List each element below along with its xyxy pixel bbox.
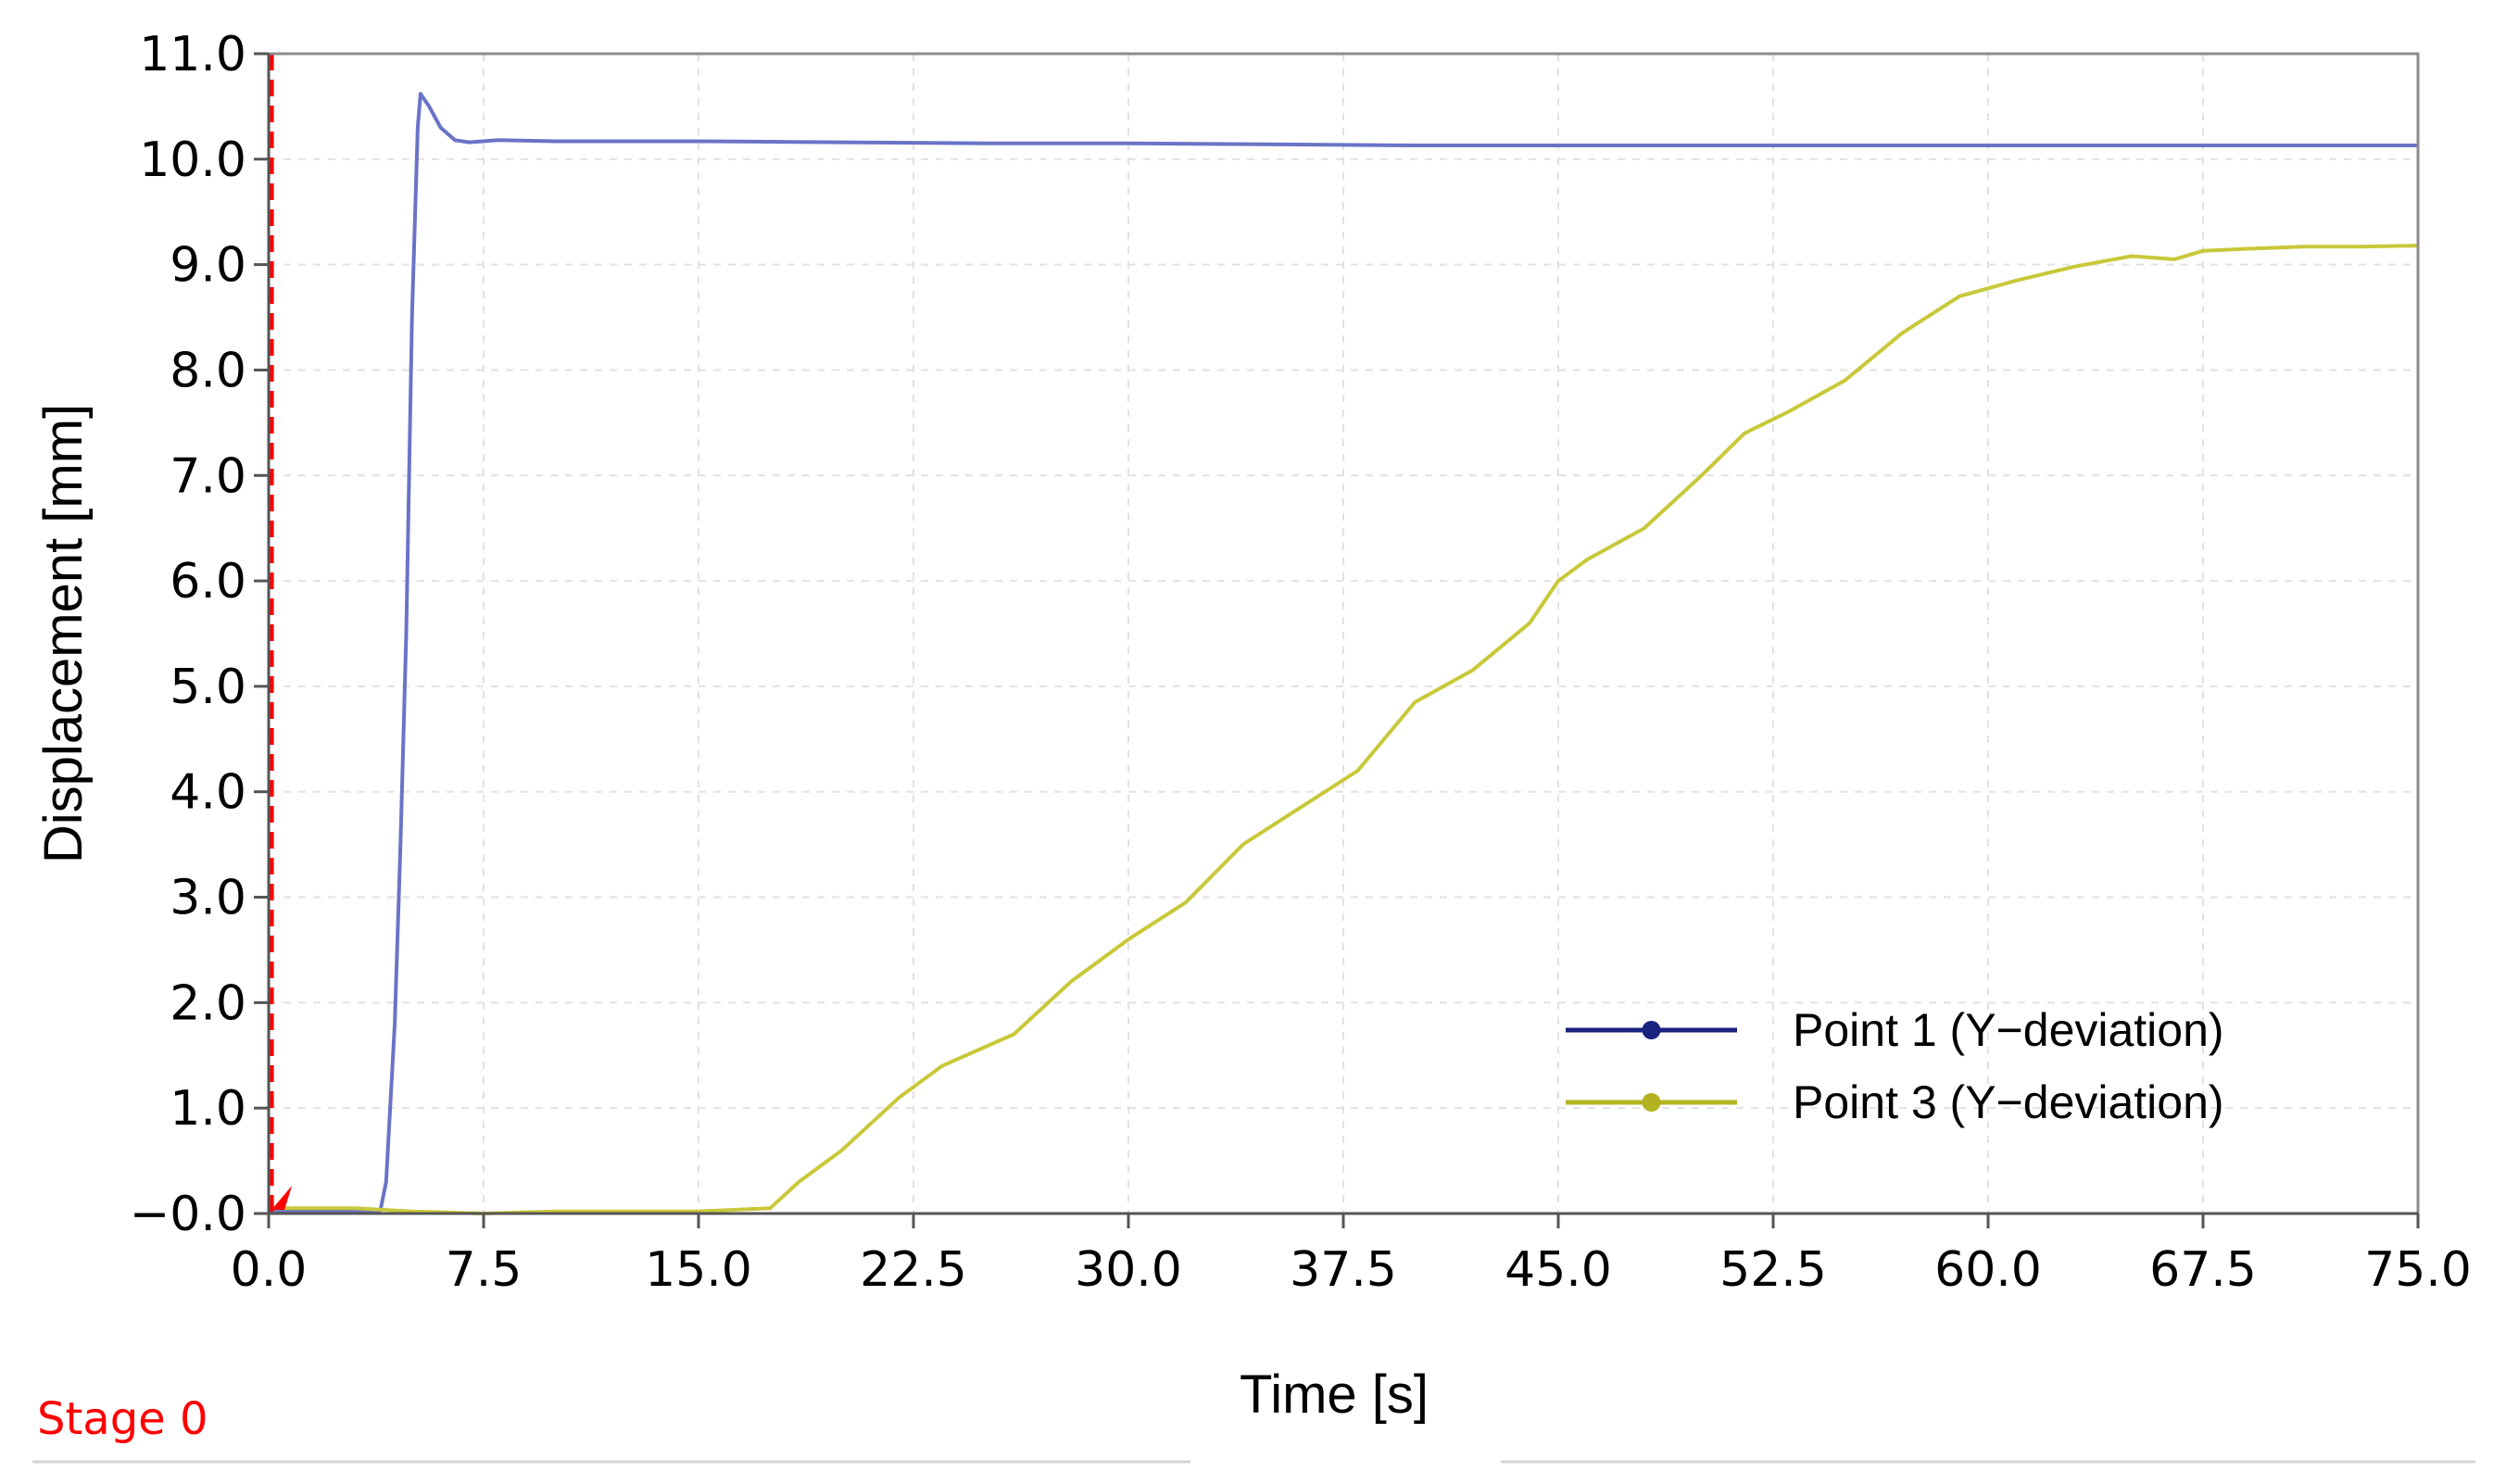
y-tick-label: 1.0 bbox=[170, 1081, 246, 1137]
y-tick-label: 9.0 bbox=[170, 238, 246, 294]
x-tick-label: 67.5 bbox=[2149, 1242, 2257, 1298]
y-tick-label: 10.0 bbox=[139, 132, 246, 188]
y-tick-label: 3.0 bbox=[170, 871, 246, 926]
legend: Point 1 (Y−deviation) Point 3 (Y−deviatio… bbox=[1566, 1004, 2224, 1128]
x-tick-label: 52.5 bbox=[1719, 1242, 1827, 1298]
x-tick-label: 45.0 bbox=[1505, 1242, 1612, 1298]
series-line-1 bbox=[269, 92, 2418, 1214]
x-tick-label: 60.0 bbox=[1934, 1242, 2042, 1298]
stage-marker-flag bbox=[271, 1186, 293, 1210]
y-tick-label: 5.0 bbox=[170, 660, 246, 715]
x-axis-label: Time [s] bbox=[1240, 1365, 1429, 1425]
legend-swatch-marker-2 bbox=[1642, 1093, 1661, 1112]
x-tick-label: 7.5 bbox=[446, 1242, 523, 1298]
legend-label-2: Point 3 (Y−deviation) bbox=[1793, 1076, 2224, 1128]
x-tick-label: 15.0 bbox=[645, 1242, 752, 1298]
grid bbox=[269, 54, 2418, 1214]
tick-labels: 0.0 7.5 15.0 22.5 30.0 37.5 45.0 52.5 60.0 67.5 75… bbox=[130, 27, 2472, 1298]
x-tick-label: 30.0 bbox=[1075, 1242, 1182, 1298]
stage-label: Stage 0 bbox=[37, 1393, 208, 1445]
y-tick-label: 11.0 bbox=[139, 27, 246, 82]
x-tick-label: 75.0 bbox=[2364, 1242, 2472, 1298]
series-layer bbox=[269, 92, 2419, 1215]
legend-label-1: Point 1 (Y−deviation) bbox=[1793, 1004, 2224, 1056]
y-tick-label: 6.0 bbox=[170, 554, 246, 610]
y-tick-label: 2.0 bbox=[170, 975, 246, 1031]
x-tick-label: 22.5 bbox=[860, 1242, 967, 1298]
series-line-2 bbox=[269, 244, 2419, 1215]
y-axis-label: Displacement [mm] bbox=[33, 404, 94, 863]
y-tick-label: −0.0 bbox=[130, 1187, 246, 1242]
y-tick-label: 8.0 bbox=[170, 343, 246, 398]
x-tick-label: 0.0 bbox=[231, 1242, 308, 1298]
axes bbox=[254, 52, 2420, 1228]
y-tick-label: 4.0 bbox=[170, 765, 246, 821]
y-tick-label: 7.0 bbox=[170, 448, 246, 504]
x-tick-label: 37.5 bbox=[1290, 1242, 1397, 1298]
legend-swatch-marker-1 bbox=[1642, 1021, 1661, 1039]
